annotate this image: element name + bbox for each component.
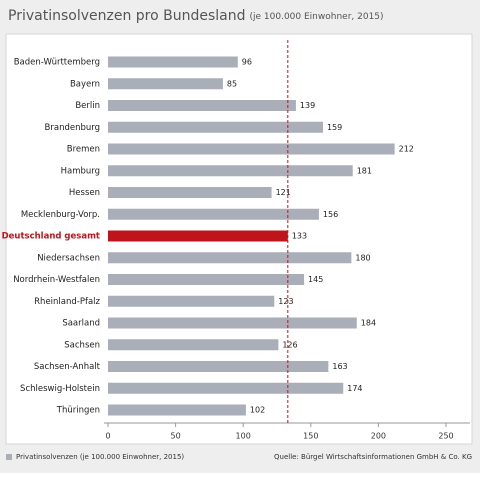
category-label: Saarland — [62, 319, 100, 329]
legend-swatch — [6, 454, 12, 460]
value-label: 96 — [242, 58, 252, 67]
value-label: 139 — [300, 101, 315, 110]
category-label: Thüringen — [56, 406, 100, 416]
x-tick-label: 100 — [236, 432, 251, 441]
title: Privatinsolvenzen pro Bundesland — [8, 8, 246, 24]
x-tick-label: 200 — [371, 432, 386, 441]
bar — [108, 274, 305, 285]
value-label: 163 — [332, 362, 347, 371]
category-label: Deutschland gesamt — [2, 232, 100, 242]
category-label: Sachsen — [64, 340, 100, 350]
legend-label: Privatinsolvenzen (je 100.000 Einwohner,… — [16, 453, 184, 461]
category-label: Rheinland-Pfalz — [34, 297, 100, 307]
x-tick-label: 0 — [105, 432, 110, 441]
value-label: 133 — [292, 232, 307, 241]
category-label: Mecklenburg-Vorp. — [21, 210, 100, 220]
bar — [108, 339, 279, 351]
subtitle: (je 100.000 Einwohner, 2015) — [250, 12, 384, 22]
x-tick-label: 150 — [303, 432, 318, 441]
value-label: 184 — [361, 319, 376, 328]
category-label: Nordrhein-Westfalen — [13, 275, 100, 285]
value-label: 126 — [282, 340, 297, 349]
category-label: Hessen — [69, 188, 100, 198]
bar — [108, 56, 238, 68]
value-label: 159 — [327, 123, 342, 132]
value-label: 85 — [227, 79, 237, 88]
category-label: Sachsen-Anhalt — [34, 362, 101, 372]
bar — [108, 317, 357, 329]
bar — [108, 361, 329, 372]
value-label: 212 — [399, 145, 414, 154]
x-tick-label: 250 — [438, 432, 453, 441]
value-label: 180 — [355, 253, 370, 262]
value-label: 121 — [276, 188, 291, 197]
category-label: Berlin — [75, 101, 100, 111]
x-tick-label: 50 — [171, 432, 181, 441]
category-label: Brandenburg — [45, 123, 100, 133]
value-label: 123 — [278, 297, 293, 306]
bar — [108, 382, 344, 394]
category-label: Baden-Württemberg — [14, 58, 100, 68]
category-label: Bremen — [67, 145, 100, 155]
category-label: Schleswig-Holstein — [20, 384, 100, 394]
source: Quelle: Bürgel Wirtschaftsinformationen … — [274, 453, 472, 461]
value-label: 102 — [250, 406, 265, 415]
bar — [108, 165, 353, 177]
bar — [108, 252, 352, 264]
value-label: 145 — [308, 275, 323, 284]
category-label: Hamburg — [61, 166, 100, 176]
bar — [108, 208, 319, 220]
bar — [108, 187, 272, 198]
category-label: Niedersachsen — [37, 253, 100, 263]
value-label: 156 — [323, 210, 338, 219]
bar — [108, 404, 246, 416]
bar — [108, 78, 223, 90]
category-label: Bayern — [70, 79, 100, 89]
bar — [108, 121, 323, 133]
value-label: 181 — [357, 166, 372, 175]
bar — [108, 100, 296, 111]
bar — [108, 230, 288, 242]
bar — [108, 143, 395, 155]
bar — [108, 295, 275, 307]
value-label: 174 — [347, 384, 362, 393]
chart-title: Privatinsolvenzen pro Bundesland (je 100.… — [8, 8, 384, 24]
